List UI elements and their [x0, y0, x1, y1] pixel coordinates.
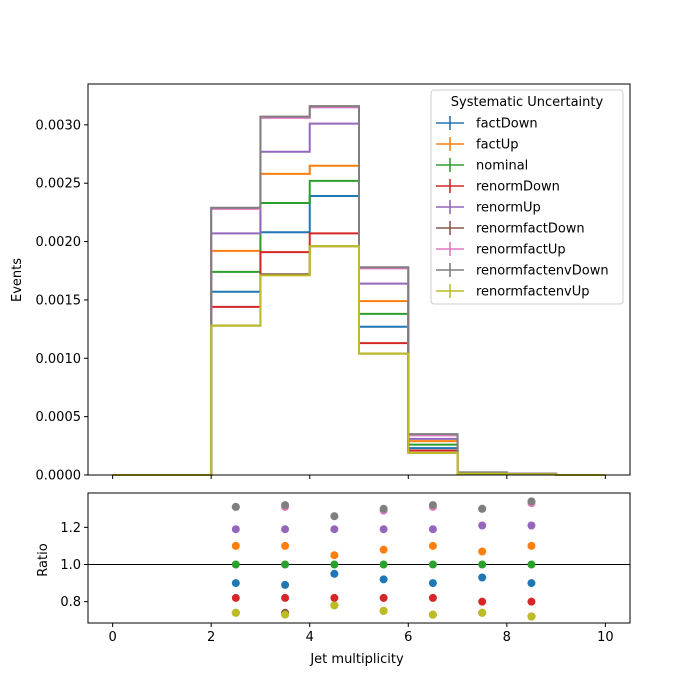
main-y-tick-label: 0.0015: [36, 293, 82, 308]
ratio-y-tick-label: 1.2: [60, 521, 81, 536]
main-y-tick-label: 0.0025: [36, 177, 82, 192]
legend-label-factDown: factDown: [476, 117, 538, 132]
legend-label-renormUp: renormUp: [476, 201, 541, 216]
ratio-point-renormfactenvUp: [231, 608, 240, 617]
ratio-point-renormDown: [281, 593, 290, 602]
main-axes-frame: [87, 83, 631, 476]
ratio-point-renormfactenvDown: [379, 504, 388, 513]
ratio-point-renormfactenvDown: [428, 501, 437, 510]
ratio-y-tick-label: 0.8: [60, 595, 81, 610]
ratio-point-factDown: [527, 579, 536, 588]
ratio-point-renormUp: [330, 525, 339, 534]
ratio-x-tick-label: 8: [503, 630, 511, 645]
ratio-point-factDown: [428, 579, 437, 588]
main-y-ticks: 0.0000 0.0005 0.0010 0.0015 0.0020 0.0025 0.00…: [36, 118, 88, 484]
ratio-point-factDown: [478, 573, 487, 582]
main-panel: 0.0000 0.0005 0.0010 0.0015 0.0020 0.0025 0.00…: [10, 83, 631, 484]
ratio-x-tick-label: 0: [108, 630, 116, 645]
ratio-point-renormDown: [428, 593, 437, 602]
legend-label-renormfactUp: renormfactUp: [476, 243, 566, 258]
ratio-point-factDown: [231, 579, 240, 588]
ratio-point-renormfactenvDown: [330, 512, 339, 521]
ratio-axes-frame: [87, 492, 631, 624]
ratio-y-axis-label: Ratio: [36, 543, 51, 576]
ratio-point-factUp: [428, 541, 437, 550]
x-axis-label: Jet multiplicity: [309, 652, 404, 667]
ratio-point-renormDown: [231, 593, 240, 602]
ratio-point-factUp: [379, 545, 388, 554]
ratio-point-renormDown: [379, 593, 388, 602]
ratio-point-nominal: [527, 560, 536, 569]
ratio-point-renormDown: [478, 597, 487, 606]
ratio-points-group: [231, 497, 536, 621]
ratio-point-renormUp: [428, 525, 437, 534]
ratio-point-renormfactenvDown: [527, 497, 536, 506]
ratio-x-ticks: 0 2 4 6 8 10: [108, 623, 614, 645]
main-y-tick-label: 0.0000: [36, 469, 82, 484]
ratio-point-factUp: [231, 541, 240, 550]
ratio-point-renormfactenvUp: [527, 612, 536, 621]
legend-label-renormDown: renormDown: [476, 180, 560, 195]
ratio-point-nominal: [281, 560, 290, 569]
legend-frame: [430, 89, 624, 305]
ratio-point-nominal: [231, 560, 240, 569]
ratio-point-factUp: [527, 541, 536, 550]
ratio-point-renormUp: [379, 525, 388, 534]
ratio-point-renormUp: [478, 521, 487, 530]
legend-label-factUp: factUp: [476, 138, 519, 153]
ratio-point-renormDown: [330, 593, 339, 602]
ratio-y-ticks: 0.8 1.0 1.2: [60, 521, 88, 610]
main-y-tick-label: 0.0030: [36, 118, 82, 133]
ratio-point-renormUp: [281, 525, 290, 534]
legend: Systematic Uncertainty factDown factUp nom…: [430, 89, 624, 305]
ratio-point-renormfactenvUp: [379, 606, 388, 615]
ratio-point-renormfactenvUp: [330, 601, 339, 610]
ratio-y-tick-label: 1.0: [60, 558, 81, 573]
main-y-tick-label: 0.0005: [36, 410, 82, 425]
main-y-tick-label: 0.0010: [36, 352, 82, 367]
legend-label-renormfactenvDown: renormfactenvDown: [476, 264, 609, 279]
ratio-x-tick-label: 10: [597, 630, 614, 645]
ratio-point-nominal: [379, 560, 388, 569]
ratio-point-factUp: [330, 551, 339, 560]
ratio-point-renormfactenvUp: [428, 610, 437, 619]
legend-entries: factDown factUp nominal renormDown renormUp r…: [436, 116, 609, 300]
ratio-point-renormUp: [231, 525, 240, 534]
ratio-panel: 0.8 1.0 1.2 0 2 4 6 8 10 Ratio Jet multiplicity: [36, 492, 631, 667]
legend-title: Systematic Uncertainty: [451, 95, 604, 110]
ratio-x-tick-label: 6: [404, 630, 412, 645]
ratio-point-factDown: [379, 575, 388, 584]
legend-label-renormfactenvUp: renormfactenvUp: [476, 285, 590, 300]
ratio-point-factUp: [281, 541, 290, 550]
ratio-point-renormDown: [527, 597, 536, 606]
ratio-x-tick-label: 2: [207, 630, 215, 645]
ratio-point-renormfactenvDown: [281, 501, 290, 510]
ratio-point-nominal: [330, 560, 339, 569]
histogram-series-group: [112, 105, 606, 476]
histogram-line-renormfactenvUp: [112, 245, 606, 476]
ratio-point-factUp: [478, 547, 487, 556]
ratio-point-factDown: [330, 569, 339, 578]
ratio-point-factDown: [281, 580, 290, 589]
ratio-x-tick-label: 4: [306, 630, 314, 645]
ratio-point-renormfactenvUp: [478, 608, 487, 617]
ratio-point-nominal: [428, 560, 437, 569]
ratio-point-nominal: [478, 560, 487, 569]
ratio-point-renormfactenvDown: [478, 504, 487, 513]
ratio-point-renormfactenvDown: [231, 502, 240, 511]
ratio-point-renormfactenvUp: [281, 610, 290, 619]
main-x-ticks: [112, 475, 606, 479]
main-y-axis-label: Events: [10, 258, 25, 302]
ratio-point-renormUp: [527, 521, 536, 530]
legend-label-renormfactDown: renormfactDown: [476, 222, 585, 237]
main-y-tick-label: 0.0020: [36, 235, 82, 250]
legend-label-nominal: nominal: [476, 159, 528, 174]
